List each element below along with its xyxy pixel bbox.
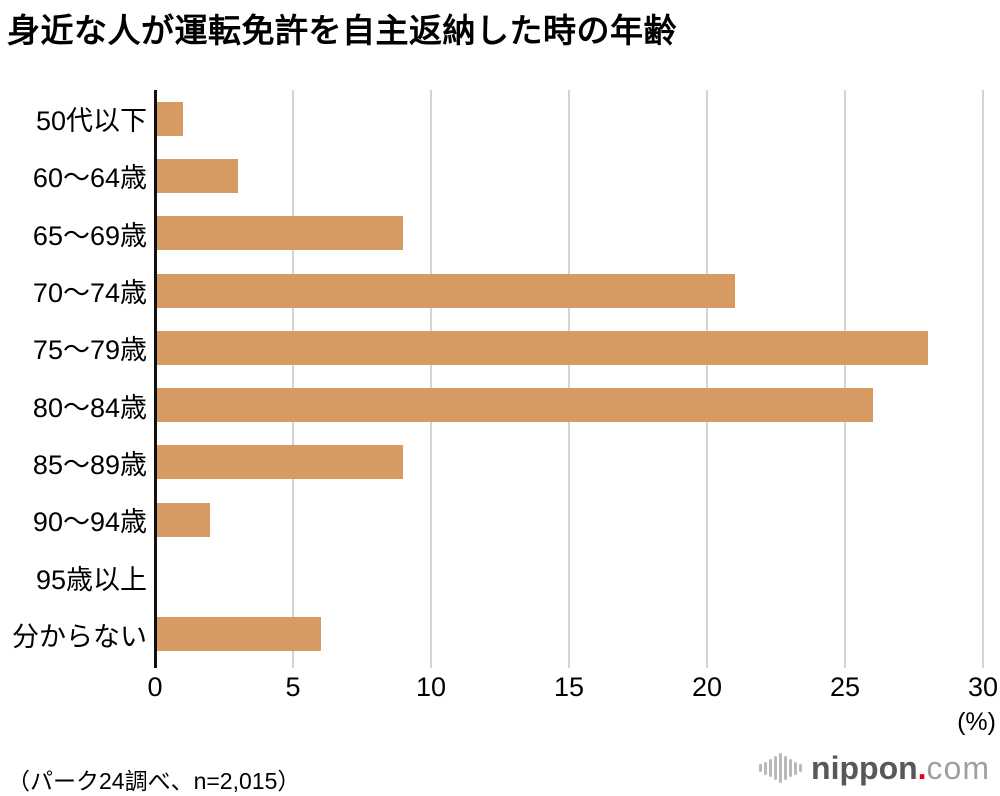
x-axis-unit-label: (%) bbox=[957, 708, 996, 736]
bar bbox=[155, 388, 873, 423]
category-label: 60〜64歳 bbox=[32, 163, 147, 194]
wavebar bbox=[759, 764, 763, 772]
gridline bbox=[568, 90, 570, 668]
gridline bbox=[982, 90, 984, 668]
gridline bbox=[291, 90, 294, 668]
bar-row bbox=[155, 376, 983, 433]
bar bbox=[155, 617, 321, 652]
source-note: （パーク24調べ、n=2,015） bbox=[7, 768, 301, 794]
category-label: 75〜79歳 bbox=[32, 335, 147, 366]
category-label: 80〜84歳 bbox=[32, 392, 147, 423]
wavebar bbox=[789, 759, 793, 777]
bar-row bbox=[155, 147, 983, 204]
bar bbox=[155, 502, 211, 537]
bar-row bbox=[155, 319, 983, 376]
bar bbox=[155, 445, 404, 480]
category-label: 50代以下 bbox=[35, 106, 147, 137]
x-tick-label: 30 bbox=[967, 672, 999, 702]
bar bbox=[155, 101, 183, 136]
gridline bbox=[705, 90, 708, 668]
wavebar bbox=[799, 764, 803, 772]
nippon-logo: nippon.com bbox=[759, 751, 990, 785]
category-labels: 50代以下 60〜64歳 65〜69歳 70〜74歳 75〜79歳 80〜84歳 85〜89… bbox=[0, 90, 147, 663]
bar-row bbox=[155, 90, 983, 147]
bar bbox=[155, 158, 238, 193]
x-tick-label: 5 bbox=[285, 672, 301, 702]
x-axis-tick-labels: 0 5 10 15 20 25 30 bbox=[147, 672, 998, 704]
logo-text: nippon.com bbox=[811, 751, 990, 785]
x-tick-label: 15 bbox=[553, 672, 585, 702]
x-tick-label: 25 bbox=[829, 672, 861, 702]
x-tick-label: 0 bbox=[147, 672, 163, 702]
wavebar bbox=[769, 759, 773, 777]
category-label: 65〜69歳 bbox=[32, 220, 147, 251]
wavebar bbox=[764, 761, 768, 775]
bar bbox=[155, 273, 735, 308]
gridline bbox=[844, 90, 846, 668]
wavebar bbox=[794, 761, 798, 775]
category-label: 90〜94歳 bbox=[32, 507, 147, 538]
bar-row bbox=[155, 548, 983, 605]
x-tick-label: 20 bbox=[691, 672, 723, 702]
bar-row bbox=[155, 606, 983, 663]
category-label: 70〜74歳 bbox=[32, 278, 147, 309]
wavebar bbox=[774, 756, 778, 780]
category-label: 85〜89歳 bbox=[32, 449, 147, 480]
category-label: 95歳以上 bbox=[35, 564, 147, 595]
bar-row bbox=[155, 205, 983, 262]
bar bbox=[155, 330, 928, 365]
chart-title: 身近な人が運転免許を自主返納した時の年齢 bbox=[7, 12, 677, 49]
wavebar bbox=[784, 756, 788, 780]
y-axis-line bbox=[154, 90, 157, 668]
gridline bbox=[429, 90, 432, 668]
waveform-icon bbox=[759, 751, 803, 785]
bar bbox=[155, 216, 404, 251]
logo-dot: . bbox=[917, 750, 927, 786]
bar-row bbox=[155, 491, 983, 548]
plot-area bbox=[154, 90, 984, 668]
logo-tld: com bbox=[926, 750, 990, 786]
bars-container bbox=[155, 90, 983, 663]
x-tick-label: 10 bbox=[415, 672, 447, 702]
logo-name: nippon bbox=[811, 750, 918, 786]
wavebar bbox=[779, 753, 783, 783]
bar-row bbox=[155, 434, 983, 491]
category-label: 分からない bbox=[12, 621, 147, 652]
bar-row bbox=[155, 262, 983, 319]
